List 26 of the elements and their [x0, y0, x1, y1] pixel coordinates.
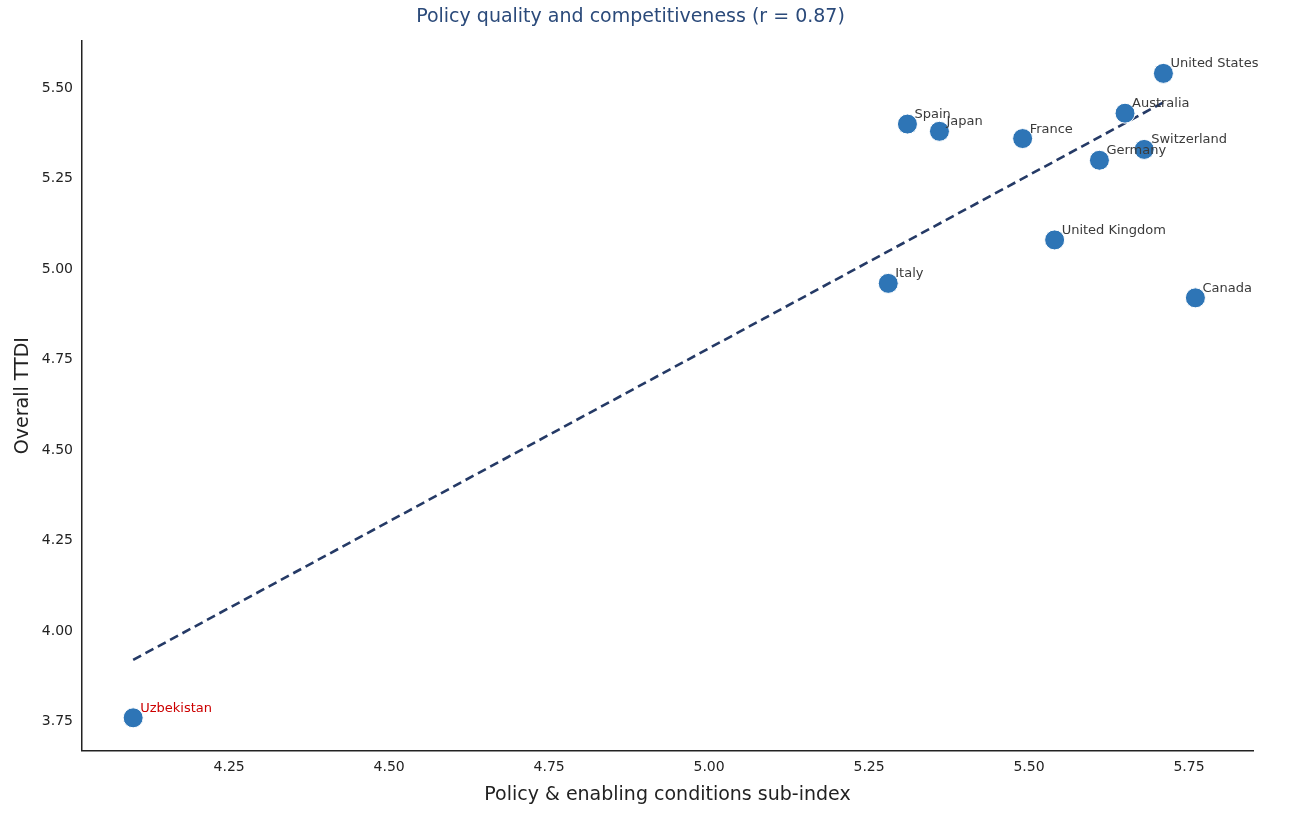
y-tick-label: 3.75 — [41, 712, 73, 729]
annotation: United States — [1170, 55, 1259, 71]
x-tick-label: 4.50 — [373, 758, 405, 775]
y-tick-label: 4.75 — [41, 350, 73, 367]
x-axis-title: Policy & enabling conditions sub-index — [484, 781, 851, 804]
annotation: Switzerland — [1151, 131, 1228, 147]
x-tick-label: 5.75 — [1173, 758, 1205, 775]
annotation: Canada — [1202, 279, 1252, 295]
y-tick-label: 4.50 — [41, 440, 73, 457]
y-tick-label: 5.00 — [41, 259, 73, 276]
y-tick-label: 5.25 — [41, 169, 73, 186]
y-axis-title: Overall TTDI — [10, 337, 33, 455]
x-tick-label: 5.50 — [1013, 758, 1045, 775]
series-label: Uzbekistan — [140, 699, 212, 715]
annotation: Italy — [895, 265, 924, 281]
y-tick-label: 4.00 — [41, 621, 73, 638]
annotation: United Kingdom — [1061, 221, 1166, 237]
x-tick-label: 4.75 — [533, 758, 565, 775]
annotation: Australia — [1132, 95, 1190, 111]
x-tick-label: 5.00 — [693, 758, 725, 775]
annotation: France — [1029, 120, 1073, 136]
chart-title: Policy quality and competitiveness (r = 0.87) — [416, 4, 845, 27]
y-tick-label: 5.50 — [41, 78, 73, 95]
x-tick-label: 5.25 — [853, 758, 885, 775]
y-tick-label: 4.25 — [41, 531, 73, 548]
x-tick-label: 4.25 — [213, 758, 245, 775]
